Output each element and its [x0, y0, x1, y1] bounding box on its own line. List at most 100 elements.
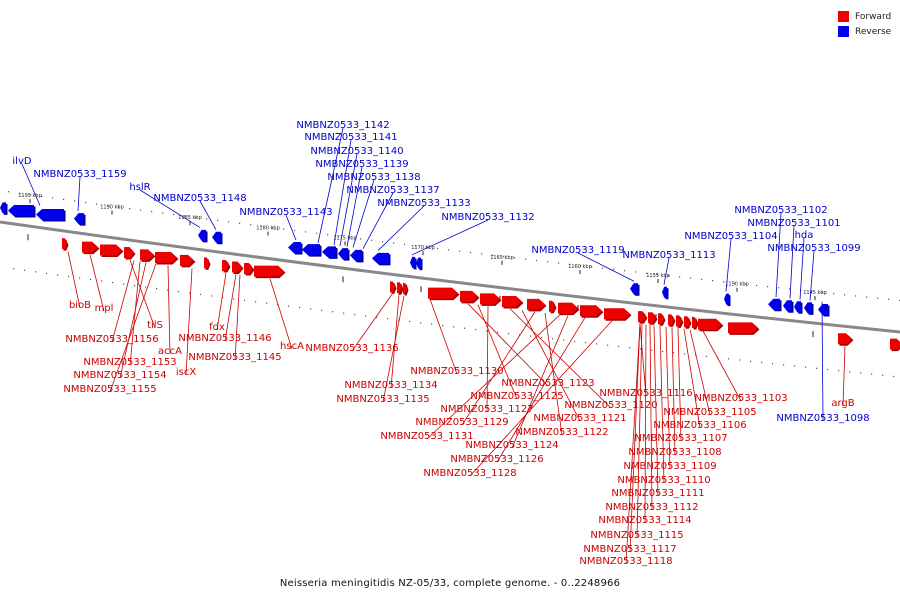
gene-label[interactable]: NMBNZ0533_1118 — [579, 556, 672, 567]
reverse-gene[interactable] — [818, 303, 828, 315]
forward-gene[interactable] — [155, 251, 177, 263]
gene-label[interactable]: NMBNZ0533_1156 — [65, 334, 158, 345]
gene-label[interactable]: NMBNZ0533_1139 — [315, 159, 408, 170]
gene-label[interactable]: NMBNZ0533_1138 — [327, 172, 420, 183]
reverse-gene[interactable] — [74, 213, 84, 225]
forward-gene[interactable] — [558, 302, 578, 314]
forward-gene[interactable] — [604, 308, 630, 320]
gene-label[interactable]: NMBNZ0533_1136 — [305, 343, 398, 354]
reverse-gene[interactable] — [724, 293, 729, 305]
forward-gene[interactable] — [100, 244, 122, 256]
gene-label[interactable]: NMBNZ0533_1119 — [531, 245, 624, 256]
reverse-gene[interactable] — [288, 241, 301, 253]
forward-gene[interactable] — [62, 238, 67, 250]
reverse-gene[interactable] — [350, 249, 362, 261]
forward-gene[interactable] — [527, 298, 545, 310]
forward-gene[interactable] — [403, 282, 407, 294]
gene-label[interactable]: NMBNZ0533_1105 — [663, 407, 756, 418]
forward-gene[interactable] — [460, 290, 478, 302]
forward-gene[interactable] — [549, 300, 555, 312]
forward-gene[interactable] — [390, 281, 395, 293]
gene-label[interactable]: fdx — [209, 322, 225, 333]
forward-gene[interactable] — [658, 313, 664, 325]
gene-label[interactable]: NMBNZ0533_1145 — [188, 352, 281, 363]
gene-label[interactable]: argB — [831, 398, 854, 409]
forward-gene[interactable] — [502, 295, 522, 307]
gene-label[interactable]: hslR — [129, 182, 150, 193]
gene-label[interactable]: NMBNZ0533_1155 — [63, 384, 156, 395]
gene-label[interactable]: NMBNZ0533_1132 — [441, 212, 534, 223]
gene-label[interactable]: NMBNZ0533_1112 — [605, 502, 698, 513]
reverse-gene[interactable] — [302, 244, 320, 256]
gene-label[interactable]: NMBNZ0533_1109 — [623, 461, 716, 472]
forward-gene[interactable] — [244, 262, 253, 274]
reverse-gene[interactable] — [410, 256, 415, 268]
forward-gene[interactable] — [124, 246, 134, 258]
gene-label[interactable]: bioB — [69, 300, 91, 311]
gene-label[interactable]: NMBNZ0533_1140 — [310, 146, 403, 157]
forward-gene[interactable] — [728, 322, 758, 334]
reverse-gene[interactable] — [804, 302, 812, 314]
gene-label[interactable]: NMBNZ0533_1115 — [590, 530, 683, 541]
forward-gene[interactable] — [648, 312, 656, 324]
reverse-gene[interactable] — [212, 231, 221, 243]
forward-gene[interactable] — [668, 314, 674, 326]
gene-label[interactable]: NMBNZ0533_1098 — [776, 413, 869, 424]
forward-gene[interactable] — [232, 261, 242, 273]
gene-label[interactable]: NMBNZ0533_1125 — [470, 391, 563, 402]
gene-label[interactable]: NMBNZ0533_1114 — [598, 515, 691, 526]
gene-label[interactable]: NMBNZ0533_1153 — [83, 357, 176, 368]
gene-label[interactable]: NMBNZ0533_1099 — [767, 243, 860, 254]
reverse-gene[interactable] — [36, 209, 64, 221]
reverse-gene[interactable] — [8, 204, 34, 216]
gene-label[interactable]: NMBNZ0533_1124 — [465, 440, 558, 451]
forward-gene[interactable] — [140, 249, 154, 261]
forward-gene[interactable] — [638, 311, 646, 323]
gene-label[interactable]: iscX — [176, 367, 196, 378]
reverse-gene[interactable] — [0, 202, 6, 214]
gene-label[interactable]: ilvD — [12, 156, 31, 167]
gene-label[interactable]: NMBNZ0533_1102 — [734, 205, 827, 216]
gene-label[interactable]: accA — [158, 346, 182, 357]
forward-gene[interactable] — [676, 315, 682, 327]
gene-label[interactable]: NMBNZ0533_1128 — [423, 468, 516, 479]
gene-label[interactable]: NMBNZ0533_1146 — [178, 333, 271, 344]
gene-label[interactable]: NMBNZ0533_1135 — [336, 394, 429, 405]
gene-label[interactable]: NMBNZ0533_1101 — [747, 218, 840, 229]
gene-label[interactable]: NMBNZ0533_1127 — [440, 404, 533, 415]
gene-label[interactable]: NMBNZ0533_1133 — [377, 198, 470, 209]
gene-label[interactable]: NMBNZ0533_1121 — [533, 413, 626, 424]
forward-gene[interactable] — [204, 257, 209, 269]
gene-label[interactable]: NMBNZ0533_1159 — [33, 169, 126, 180]
forward-gene[interactable] — [397, 282, 402, 294]
gene-label[interactable]: tilS — [147, 320, 163, 331]
reverse-gene[interactable] — [338, 248, 348, 260]
reverse-gene[interactable] — [794, 301, 801, 313]
forward-gene[interactable] — [580, 305, 602, 317]
forward-gene[interactable] — [480, 293, 500, 305]
gene-label[interactable]: NMBNZ0533_1137 — [346, 185, 439, 196]
gene-label[interactable]: NMBNZ0533_1110 — [617, 475, 710, 486]
gene-label[interactable]: NMBNZ0533_1104 — [684, 231, 777, 242]
gene-label[interactable]: NMBNZ0533_1143 — [239, 207, 332, 218]
forward-gene[interactable] — [838, 333, 852, 345]
gene-label[interactable]: NMBNZ0533_1111 — [611, 488, 704, 499]
forward-gene[interactable] — [890, 338, 900, 350]
gene-label[interactable]: NMBNZ0533_1116 — [599, 388, 692, 399]
gene-label[interactable]: NMBNZ0533_1106 — [653, 420, 746, 431]
gene-label[interactable]: NMBNZ0533_1141 — [304, 132, 397, 143]
gene-label[interactable]: NMBNZ0533_1107 — [634, 433, 727, 444]
forward-gene[interactable] — [428, 287, 458, 299]
reverse-gene[interactable] — [630, 283, 638, 295]
gene-label[interactable]: NMBNZ0533_1122 — [515, 427, 608, 438]
forward-gene[interactable] — [254, 265, 284, 277]
forward-gene[interactable] — [684, 316, 690, 328]
gene-label[interactable]: hda — [795, 230, 814, 241]
gene-label[interactable]: mpl — [95, 303, 114, 314]
gene-label[interactable]: NMBNZ0533_1113 — [622, 250, 715, 261]
forward-gene[interactable] — [698, 318, 722, 330]
gene-label[interactable]: NMBNZ0533_1108 — [628, 447, 721, 458]
gene-label[interactable]: NMBNZ0533_1123 — [501, 378, 594, 389]
forward-gene[interactable] — [180, 254, 194, 266]
reverse-gene[interactable] — [783, 300, 792, 312]
